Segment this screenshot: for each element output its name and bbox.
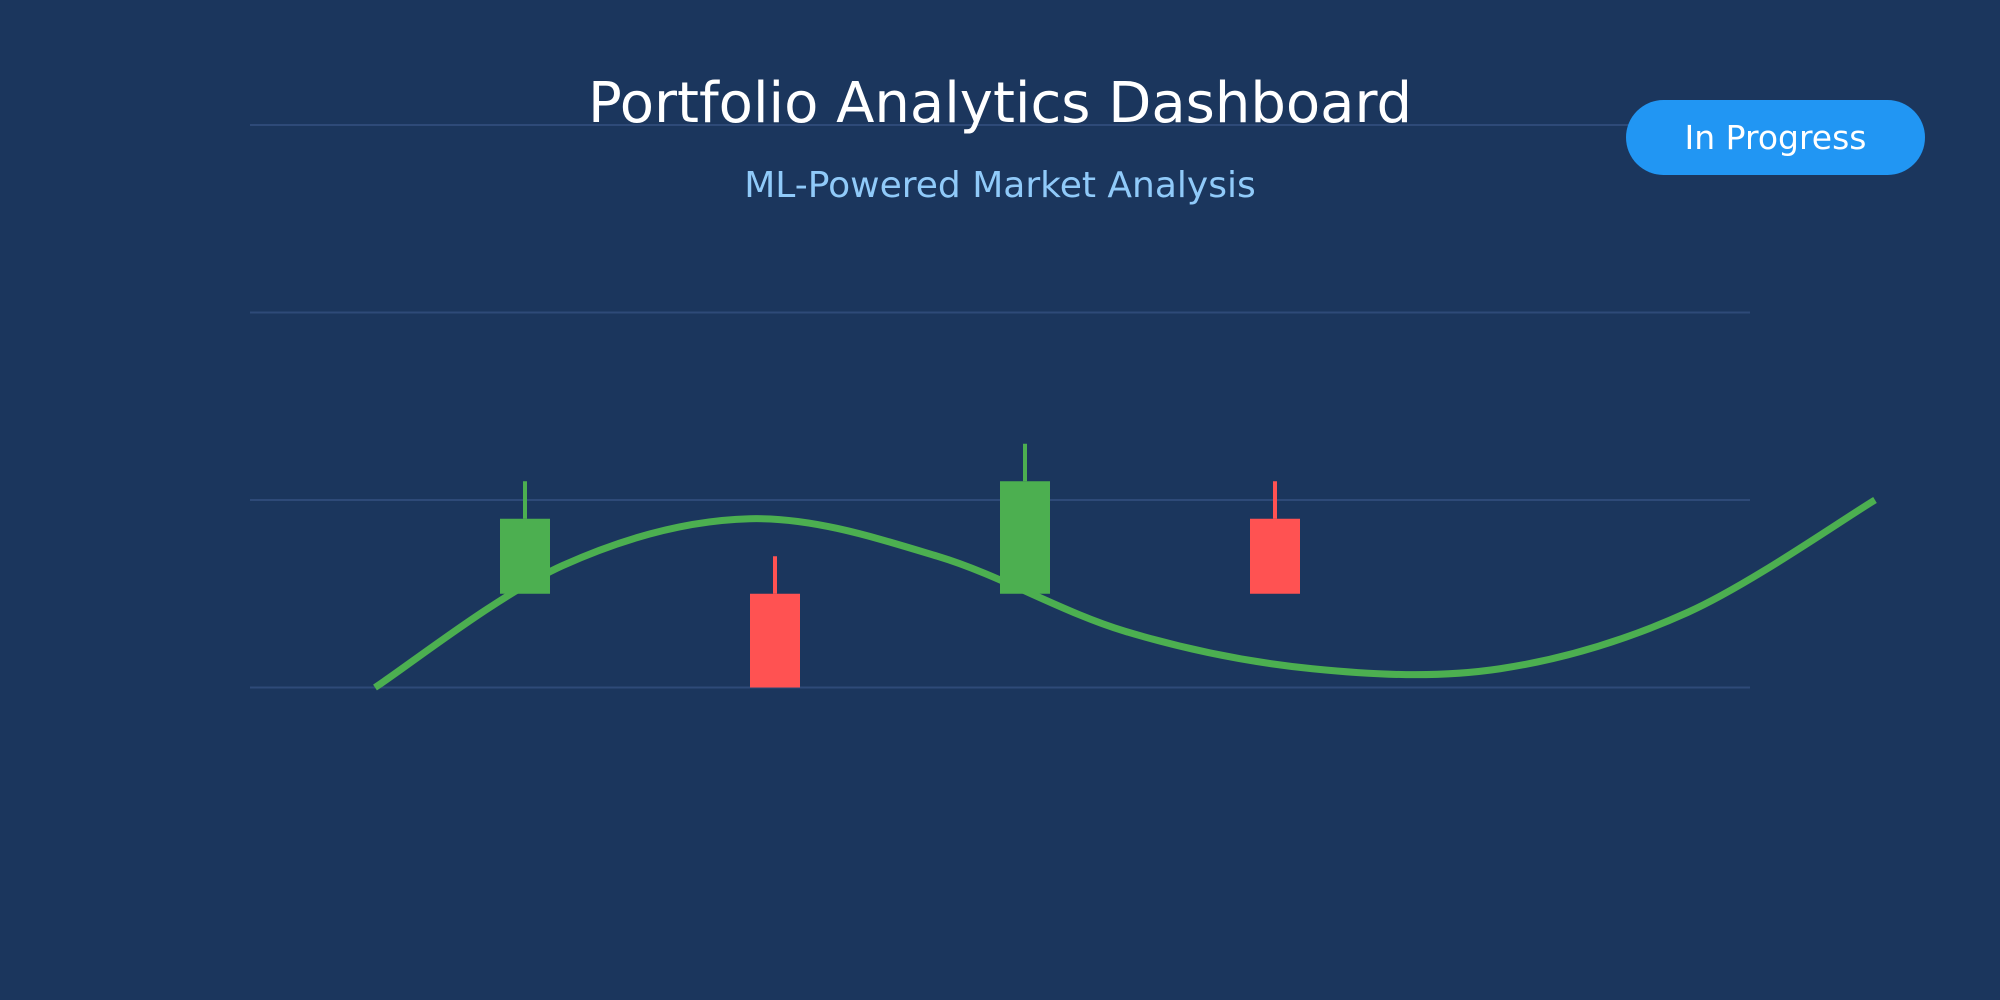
page-subtitle: ML-Powered Market Analysis — [744, 165, 1256, 206]
candle — [1000, 443, 1050, 594]
candle-wick — [523, 481, 527, 519]
candles-layer — [500, 443, 1300, 688]
candle-body — [500, 518, 550, 594]
candle-body — [750, 593, 800, 688]
candle-body — [1250, 518, 1300, 594]
candle-wick — [1023, 443, 1027, 482]
candle — [500, 481, 550, 594]
grid-lines — [250, 124, 1750, 689]
candle-wick — [1273, 481, 1277, 519]
candle — [1250, 481, 1300, 594]
page-title: Portfolio Analytics Dashboard — [587, 71, 1413, 136]
status-badge[interactable]: In Progress — [1626, 100, 1925, 175]
trend-line — [373, 496, 1877, 691]
candle — [750, 556, 800, 688]
candle-body — [1000, 481, 1050, 594]
trend-line-layer — [373, 496, 1877, 691]
candle-wick — [773, 556, 777, 594]
